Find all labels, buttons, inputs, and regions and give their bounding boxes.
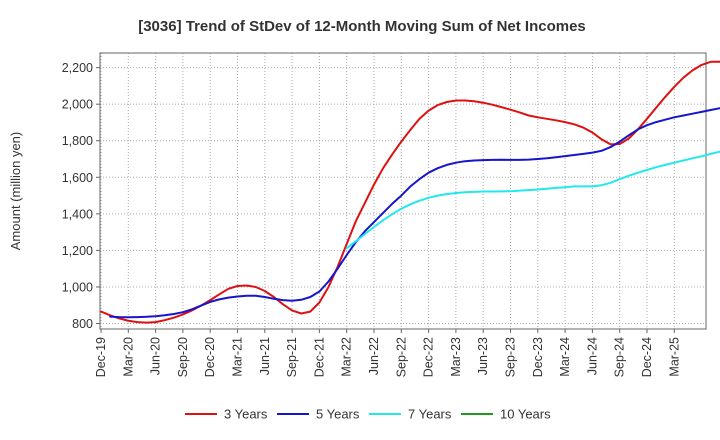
x-tick-label: Jun-20 — [149, 337, 163, 375]
x-tick-label: Sep-24 — [613, 337, 627, 377]
x-tick-label: Sep-23 — [504, 337, 518, 377]
x-tick-label: Dec-19 — [94, 337, 108, 377]
y-tick-label: 2,200 — [62, 61, 93, 75]
x-tick-label: Jun-23 — [476, 337, 490, 375]
legend: 3 Years 5 Years 7 Years 10 Years — [185, 407, 551, 422]
y-tick-label: 2,000 — [62, 98, 93, 112]
x-tick-label: Mar-25 — [667, 337, 681, 377]
series-line — [109, 107, 720, 319]
y-tick-label: 1,000 — [62, 280, 93, 294]
legend-label: 10 Years — [500, 407, 551, 422]
x-tick-label: Mar-22 — [340, 337, 354, 377]
x-tick-label: Dec-20 — [203, 337, 217, 377]
x-tick-label: Sep-22 — [394, 337, 408, 377]
x-tick-label: Dec-23 — [531, 337, 545, 377]
x-tick-label: Dec-24 — [640, 337, 654, 377]
x-tick-label: Sep-20 — [176, 337, 190, 377]
grid — [100, 53, 706, 329]
series-lines — [100, 60, 720, 324]
legend-label: 7 Years — [408, 407, 452, 422]
x-tick-label: Mar-20 — [121, 337, 135, 377]
x-axis: Dec-19 Mar-20 Jun-20 Sep-20 Dec-20 Mar-21 Jun-… — [94, 329, 681, 377]
x-tick-label: Mar-21 — [231, 337, 245, 377]
plot-frame — [99, 52, 707, 330]
chart-title: [3036] Trend of StDev of 12-Month Moving… — [138, 18, 586, 35]
x-tick-label: Jun-22 — [367, 337, 381, 375]
series-line — [100, 60, 720, 324]
y-axis: 800 1,000 1,200 1,400 1,600 1,800 2,000 2,200 — [62, 61, 100, 331]
x-tick-label: Mar-23 — [449, 337, 463, 377]
y-tick-label: 1,800 — [62, 134, 93, 148]
x-tick-label: Sep-21 — [285, 337, 299, 377]
series-line — [345, 150, 720, 250]
legend-label: 3 Years — [224, 407, 268, 422]
y-tick-label: 1,200 — [62, 244, 93, 258]
y-tick-label: 1,400 — [62, 207, 93, 221]
x-tick-label: Jun-21 — [258, 337, 272, 375]
legend-label: 5 Years — [316, 407, 360, 422]
y-tick-label: 1,600 — [62, 171, 93, 185]
y-tick-label: 800 — [72, 317, 93, 331]
x-tick-label: Dec-21 — [312, 337, 326, 377]
y-axis-label: Amount (million yen) — [8, 132, 23, 251]
x-tick-label: Mar-24 — [558, 337, 572, 377]
x-tick-label: Dec-22 — [422, 337, 436, 377]
x-tick-label: Jun-24 — [585, 337, 599, 375]
